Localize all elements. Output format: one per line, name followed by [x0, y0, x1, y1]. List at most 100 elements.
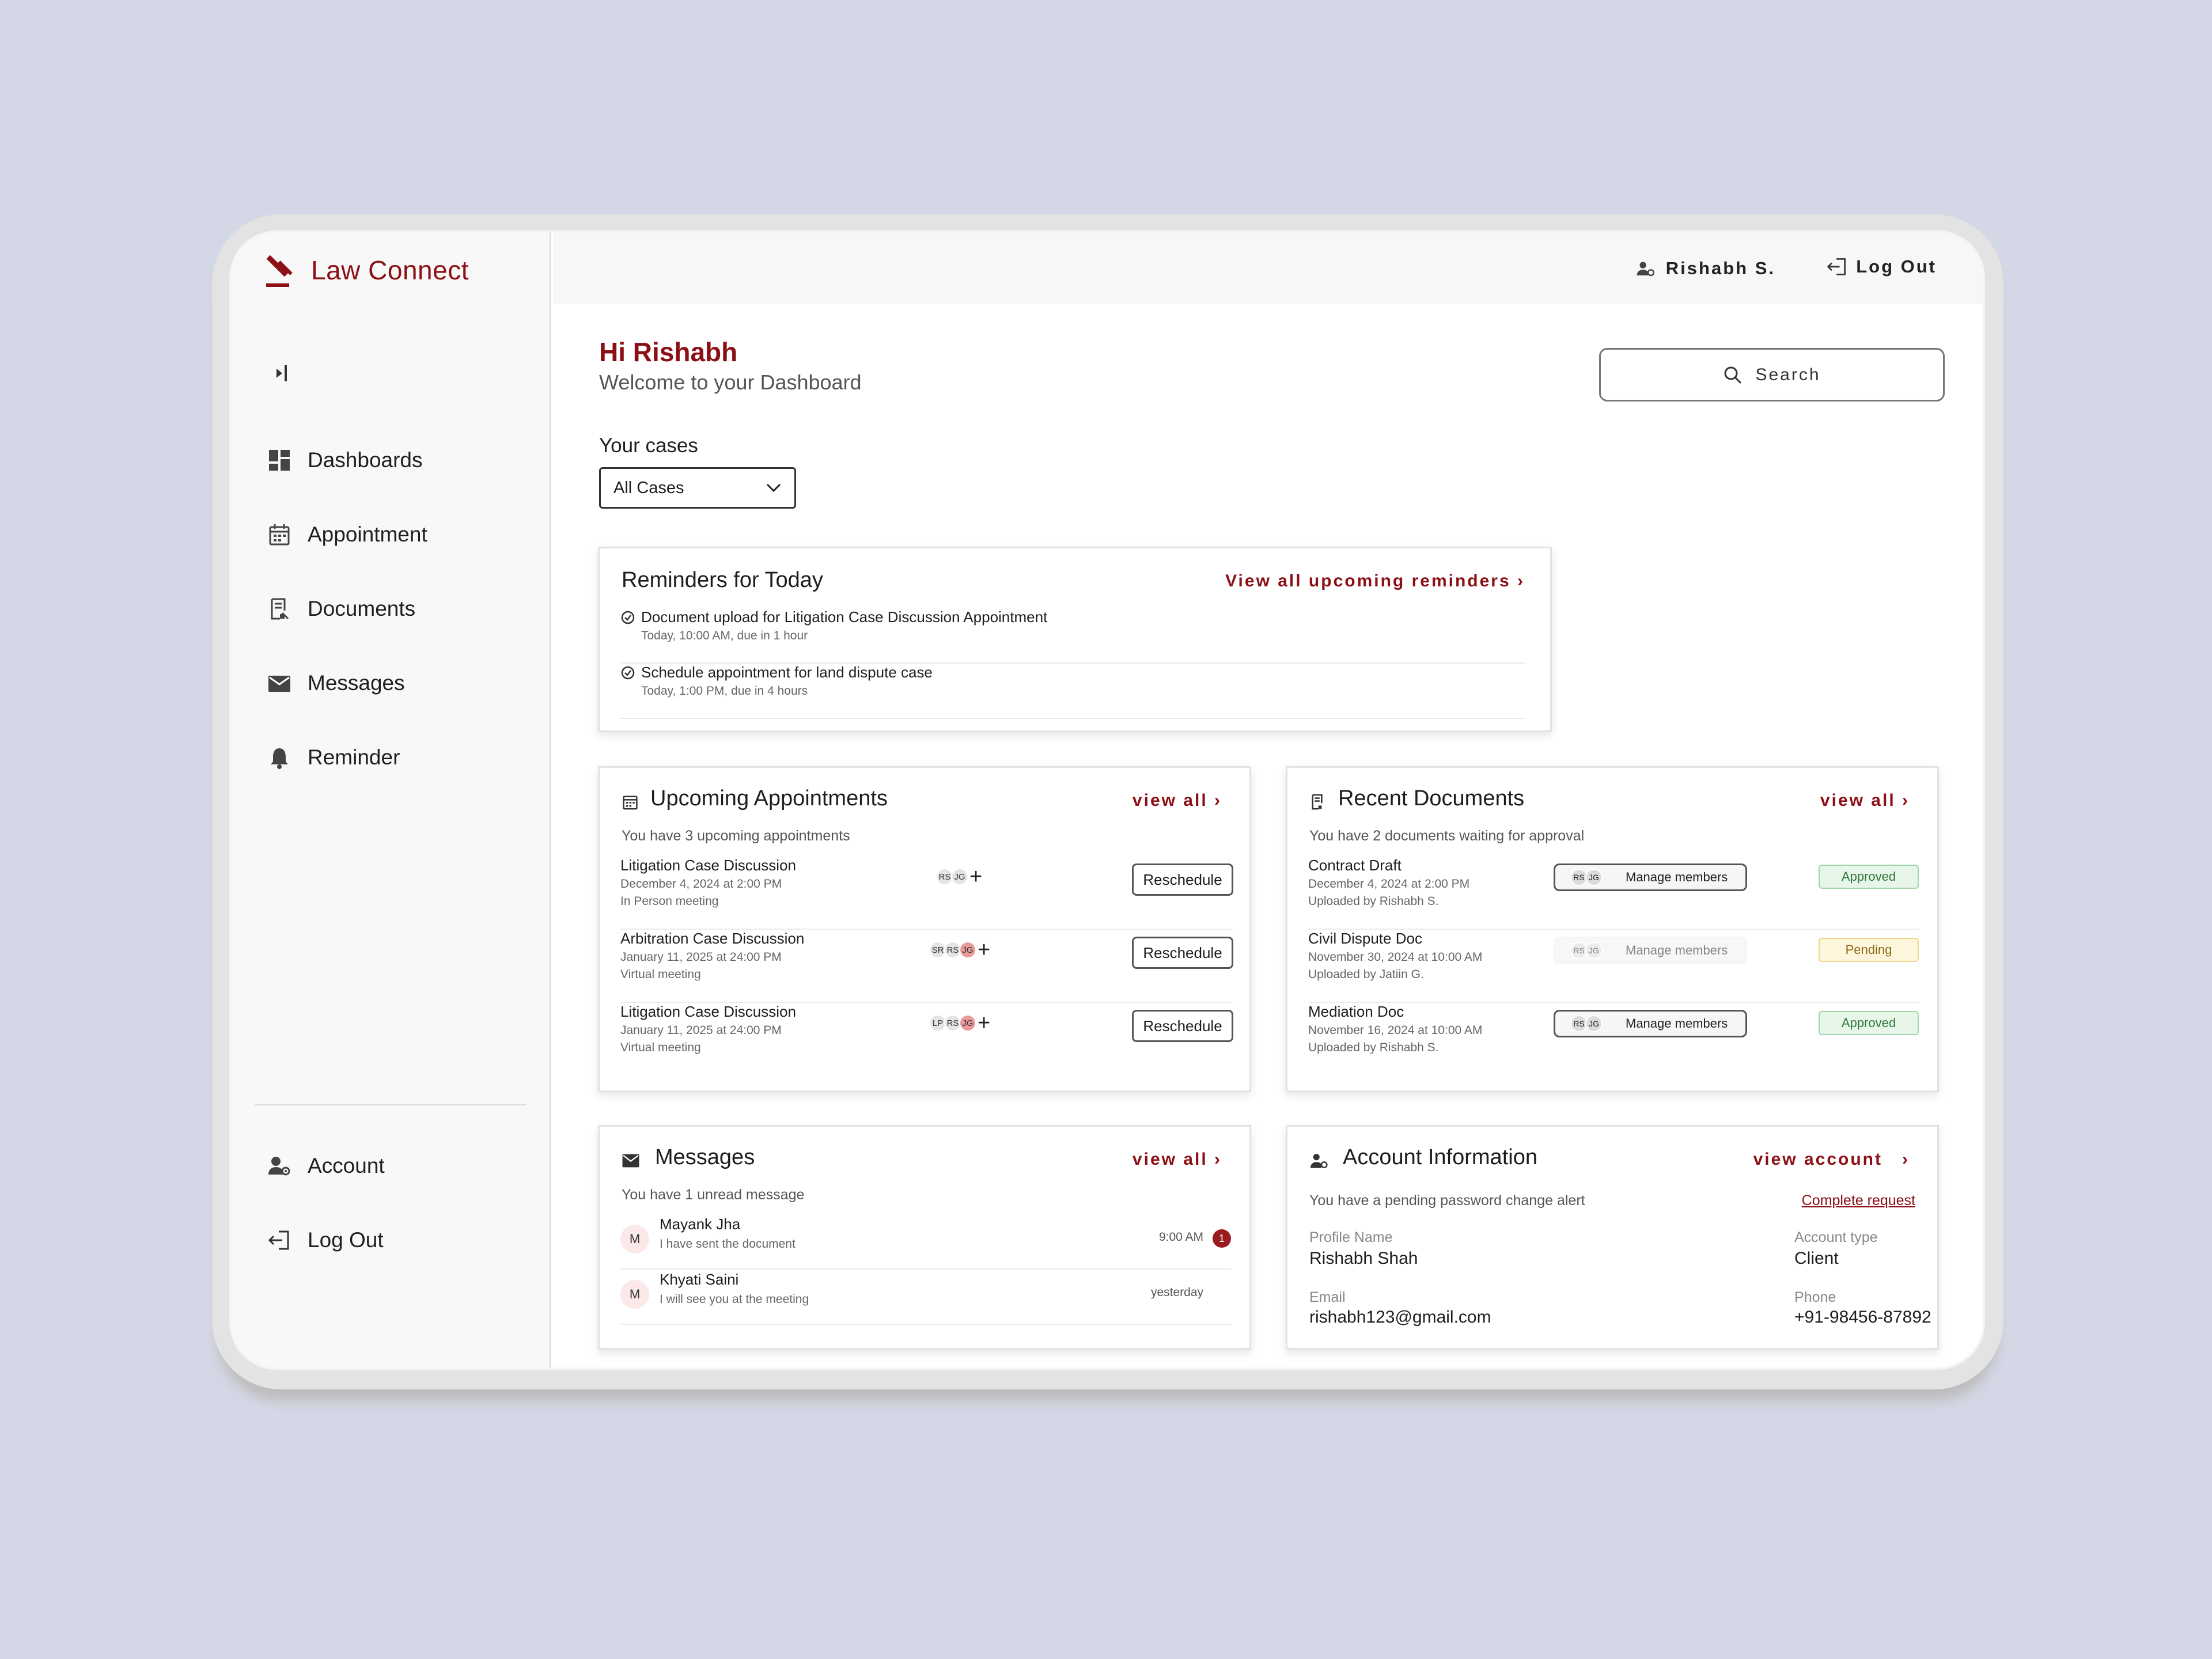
document-uploader: Uploaded by Rishabh S. [1308, 895, 1439, 908]
message-row[interactable]: M Khyati Saini I will see you at the mee… [620, 1270, 1231, 1325]
chevron-right-icon: › [1517, 571, 1525, 590]
avatar: LP [929, 1014, 946, 1032]
avatar: JG [959, 941, 976, 959]
appointment-mode: Virtual meeting [620, 1041, 701, 1054]
sidebar-divider [255, 1104, 527, 1105]
search-button[interactable]: Search [1599, 348, 1945, 402]
profile-name-label: Profile Name [1309, 1229, 1393, 1245]
account-type-label: Account type [1794, 1229, 1878, 1245]
reschedule-button[interactable]: Reschedule [1132, 1010, 1233, 1042]
account-icon [1637, 262, 1654, 276]
messages-summary: You have 1 unread message [622, 1187, 805, 1203]
view-reminders-link[interactable]: View all upcoming reminders › [1225, 571, 1525, 591]
phone-label: Phone [1794, 1289, 1836, 1305]
view-all-messages-link[interactable]: view all › [1132, 1150, 1222, 1169]
sidebar-item-label: Appointment [308, 522, 427, 546]
view-account-link[interactable]: view account › [1753, 1150, 1910, 1169]
appointments-title: Upcoming Appointments [650, 786, 888, 810]
message-sender: Mayank Jha [660, 1215, 741, 1233]
appointments-summary: You have 3 upcoming appointments [622, 828, 850, 844]
sidebar-item-appointment[interactable]: Appointment [267, 497, 532, 571]
document-title[interactable]: Mediation Doc [1308, 1003, 1404, 1020]
view-all-label: view all [1132, 1150, 1208, 1169]
chevron-down-icon [766, 483, 781, 493]
appointment-mode: Virtual meeting [620, 968, 701, 981]
documents-summary: You have 2 documents waiting for approva… [1309, 828, 1585, 844]
manage-members-button[interactable]: RS JG Manage members [1554, 937, 1747, 964]
reminder-title: Document upload for Litigation Case Disc… [641, 608, 1048, 626]
manage-members-label: Manage members [1626, 1016, 1728, 1031]
top-bar: Rishabh S. Log Out [553, 233, 1983, 304]
sidebar-nav: Dashboards Appointment Documents Message… [267, 423, 532, 794]
document-uploader: Uploaded by Rishabh S. [1308, 1041, 1439, 1054]
complete-request-link[interactable]: Complete request [1801, 1192, 1915, 1209]
greeting: Hi Rishabh [599, 337, 738, 367]
sidebar-bottom-nav: Account Log Out [267, 1128, 532, 1277]
user-menu[interactable]: Rishabh S. [1636, 258, 1775, 279]
appointment-row: Litigation Case Discussion January 11, 2… [620, 1003, 1233, 1076]
avatar: JG [959, 1014, 976, 1032]
document-icon [1312, 794, 1323, 810]
manage-members-button[interactable]: RS JG Manage members [1554, 863, 1747, 891]
sidebar-item-label: Messages [308, 671, 405, 695]
manage-members-label: Manage members [1626, 943, 1728, 957]
document-date: November 30, 2024 at 10:00 AM [1308, 950, 1483, 964]
cases-select-value: All Cases [613, 478, 684, 497]
document-date: December 4, 2024 at 2:00 PM [1308, 877, 1470, 891]
avatar: M [620, 1280, 649, 1309]
manage-members-label: Manage members [1626, 870, 1728, 884]
manage-members-button[interactable]: RS JG Manage members [1554, 1010, 1747, 1037]
member-avatars[interactable]: RS JG + [936, 865, 983, 889]
view-all-documents-link[interactable]: view all › [1820, 791, 1910, 810]
document-title[interactable]: Contract Draft [1308, 857, 1402, 874]
user-name: Rishabh S. [1665, 258, 1775, 278]
cases-select[interactable]: All Cases [599, 467, 796, 509]
calendar-icon [623, 796, 638, 810]
app-logo[interactable]: Law Connect [264, 251, 469, 289]
reminders-title: Reminders for Today [622, 568, 823, 592]
avatar: JG [951, 868, 968, 885]
add-member-icon[interactable]: + [969, 865, 983, 889]
reminder-item[interactable]: Schedule appointment for land dispute ca… [620, 664, 1525, 719]
sidebar-item-account[interactable]: Account [267, 1128, 532, 1203]
chevron-right-icon: › [1902, 1150, 1910, 1169]
account-type-value: Client [1794, 1249, 1839, 1268]
view-all-appointments-link[interactable]: view all › [1132, 791, 1222, 810]
add-member-icon[interactable]: + [978, 1011, 991, 1035]
appointment-date: January 11, 2025 at 24:00 PM [620, 1024, 782, 1037]
member-avatars[interactable]: SR RS JG + [929, 938, 991, 962]
message-row[interactable]: M Mayank Jha I have sent the document 9:… [620, 1214, 1231, 1270]
logout-button[interactable]: Log Out [1826, 256, 1937, 278]
collapse-sidebar-icon[interactable] [273, 361, 290, 386]
check-circle-icon [621, 666, 635, 680]
sidebar-item-label: Log Out [308, 1228, 384, 1252]
add-member-icon[interactable]: + [978, 938, 991, 962]
reschedule-button[interactable]: Reschedule [1132, 937, 1233, 969]
message-preview: I have sent the document [660, 1237, 796, 1251]
appointment-date: January 11, 2025 at 24:00 PM [620, 950, 782, 964]
sidebar-item-dashboards[interactable]: Dashboards [267, 423, 532, 497]
sidebar-item-documents[interactable]: Documents [267, 571, 532, 646]
profile-name-value: Rishabh Shah [1309, 1249, 1418, 1268]
sidebar-item-reminder[interactable]: Reminder [267, 720, 532, 794]
appointment-mode: In Person meeting [620, 895, 719, 908]
document-uploader: Uploaded by Jatiin G. [1308, 968, 1424, 981]
reminder-item[interactable]: Document upload for Litigation Case Disc… [620, 608, 1525, 664]
document-title[interactable]: Civil Dispute Doc [1308, 930, 1422, 947]
sidebar-item-messages[interactable]: Messages [267, 646, 532, 720]
dashboard-main: Hi Rishabh Welcome to your Dashboard Sea… [553, 304, 1983, 1368]
member-avatars[interactable]: LP RS JG + [929, 1011, 991, 1035]
mail-icon [622, 1154, 639, 1168]
sidebar-item-logout[interactable]: Log Out [267, 1203, 532, 1277]
view-account-label: view account [1753, 1150, 1883, 1169]
app-window: Law Connect Dashboards Appointment Docum… [229, 230, 1985, 1370]
document-icon [271, 598, 289, 619]
message-time: yesterday [1150, 1286, 1203, 1299]
sidebar: Law Connect Dashboards Appointment Docum… [232, 233, 551, 1368]
page-subtitle: Welcome to your Dashboard [599, 370, 862, 394]
message-preview: I will see you at the meeting [660, 1293, 809, 1306]
password-alert: You have a pending password change alert [1309, 1192, 1585, 1209]
appointment-title: Arbitration Case Discussion [620, 930, 805, 947]
reschedule-button[interactable]: Reschedule [1132, 863, 1233, 896]
view-reminders-label: View all upcoming reminders [1225, 571, 1511, 590]
